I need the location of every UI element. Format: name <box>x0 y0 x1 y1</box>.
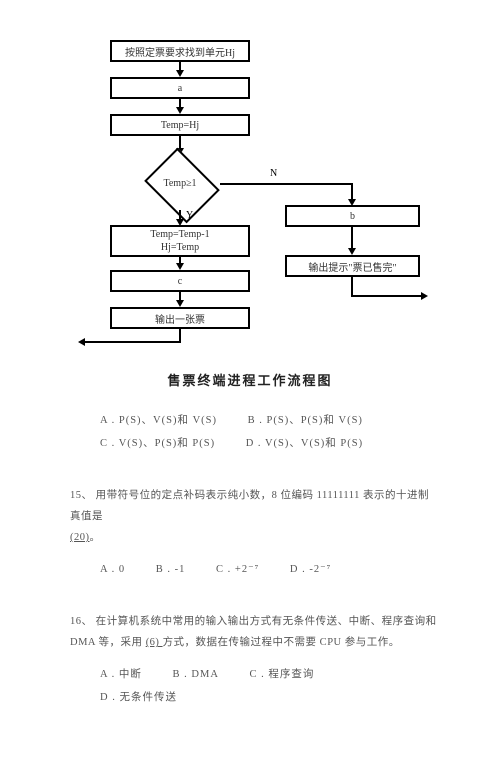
q15-blank: (20) <box>70 532 90 543</box>
label-no: N <box>270 168 277 179</box>
q14-opt-b: B . P(S)、P(S)和 V(S) <box>248 409 363 432</box>
q16-opt-a: A . 中断 <box>100 663 142 686</box>
flowchart: 按照定票要求找到单元Hj a Temp=Hj Temp≥1 Y N Temp=T… <box>60 40 440 360</box>
q16-blank: (6) <box>146 637 163 648</box>
q15-text1: 15、 用带符号位的定点补码表示纯小数，8 位编码 11111111 表示的十进… <box>70 490 429 522</box>
node-a: a <box>110 77 250 99</box>
q14-opt-a: A . P(S)、V(S)和 V(S) <box>100 409 217 432</box>
node-soldout: 输出提示"票已售完" <box>285 255 420 277</box>
q15-options: A . 0 B . -1 C . +2⁻⁷ D . -2⁻⁷ <box>100 558 440 581</box>
q14-options: A . P(S)、V(S)和 V(S) B . P(S)、P(S)和 V(S) … <box>100 409 440 455</box>
q15-opt-c: C . +2⁻⁷ <box>216 558 259 581</box>
label-yes: Y <box>186 210 193 221</box>
node-print: 输出一张票 <box>110 307 250 329</box>
node-c: c <box>110 270 250 292</box>
node-decision <box>144 148 220 224</box>
flowchart-caption: 售票终端进程工作流程图 <box>60 370 440 389</box>
node-start: 按照定票要求找到单元Hj <box>110 40 250 62</box>
q16-opt-b: B . DMA <box>173 663 219 686</box>
q16: 16、 在计算机系统中常用的输入输出方式有无条件传送、中断、程序查询和 DMA … <box>70 611 440 653</box>
q14-opt-d: D . V(S)、V(S)和 P(S) <box>246 432 363 455</box>
q15: 15、 用带符号位的定点补码表示纯小数，8 位编码 11111111 表示的十进… <box>70 485 440 548</box>
q15-opt-d: D . -2⁻⁷ <box>290 558 331 581</box>
q15-text2: 。 <box>90 532 101 543</box>
q16-options: A . 中断 B . DMA C . 程序查询 D . 无条件传送 <box>100 663 440 709</box>
q14-opt-c: C . V(S)、P(S)和 P(S) <box>100 432 215 455</box>
q16-opt-c: C . 程序查询 <box>250 663 315 686</box>
node-update: Temp=Temp-1 Hj=Temp <box>110 225 250 257</box>
q15-opt-a: A . 0 <box>100 558 125 581</box>
q16-opt-d: D . 无条件传送 <box>100 686 177 709</box>
q16-text2: 方式，数据在传输过程中不需要 CPU 参与工作。 <box>163 637 400 648</box>
node-assign: Temp=Hj <box>110 114 250 136</box>
q15-opt-b: B . -1 <box>156 558 186 581</box>
node-b: b <box>285 205 420 227</box>
